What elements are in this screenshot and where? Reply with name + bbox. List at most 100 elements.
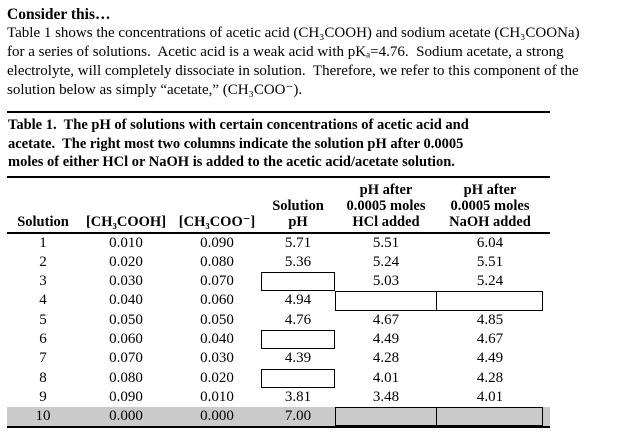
cell-ph-after-hcl (335, 291, 437, 311)
intro-paragraph: Table 1 shows the concentrations of acet… (7, 24, 642, 100)
blank-answer-box (261, 368, 335, 388)
cell-ph-after-hcl: 4.67 (372, 311, 400, 328)
header-ph-after-naoh-line: 0.0005 moles (450, 197, 530, 214)
cell-ch3cooh: 0.010 (109, 234, 143, 251)
cell-ph-after-hcl: 4.28 (372, 350, 400, 367)
cell-ph-after-naoh (437, 291, 543, 311)
cell-ch3coo: 0.090 (200, 234, 234, 251)
header-ph-after-hcl-line: pH after (359, 181, 413, 198)
intro-line: Table 1 shows the concentrations of acet… (7, 25, 580, 41)
header-ph-after-hcl-line: HCl added (352, 213, 420, 230)
cell-solution: 3 (39, 273, 47, 290)
table-row-7: 7 0.070 0.030 4.39 4.28 4.49 (7, 349, 550, 368)
cell-solution-ph (261, 368, 335, 388)
cell-ch3coo: 0.010 (200, 388, 234, 405)
cell-ph-after-naoh (437, 407, 543, 427)
cell-ch3coo: 0.070 (200, 273, 234, 290)
table-1: Table 1. The pH of solutions with certai… (7, 111, 550, 429)
table-row-3: 3 0.030 0.070 5.03 5.24 (7, 272, 550, 292)
blank-answer-box (335, 407, 437, 427)
cell-solution-ph: 5.36 (284, 253, 312, 270)
cell-ph-after-naoh: 5.24 (476, 273, 504, 290)
cell-ph-after-naoh: 6.04 (476, 234, 504, 251)
cell-ch3coo: 0.050 (200, 311, 234, 328)
cell-ph-after-naoh: 4.01 (476, 388, 504, 405)
header-solution-ph-line: Solution (272, 197, 324, 214)
table-row-9: 9 0.090 0.010 3.81 3.48 4.01 (7, 388, 550, 407)
cell-solution: 7 (39, 350, 47, 367)
cell-solution-ph: 7.00 (284, 408, 312, 425)
cell-ch3coo: 0.060 (200, 292, 234, 309)
header-solution-label: Solution (17, 213, 69, 230)
blank-answer-box (261, 272, 335, 292)
cell-ph-after-hcl: 4.01 (372, 369, 400, 386)
table-row-6: 6 0.060 0.040 4.49 4.67 (7, 329, 550, 350)
cell-ph-after-hcl: 3.48 (372, 388, 400, 405)
blank-answer-box (261, 329, 335, 350)
cell-solution: 8 (39, 369, 47, 386)
cell-ph-after-naoh: 4.49 (476, 350, 504, 367)
table-row-8: 8 0.080 0.020 4.01 4.28 (7, 368, 550, 388)
cell-ch3cooh: 0.030 (109, 273, 143, 290)
cell-solution-ph: 4.76 (284, 311, 312, 328)
cell-ch3coo: 0.000 (200, 408, 234, 425)
intro-line: for a series of solutions. Acetic acid i… (7, 44, 564, 60)
page-title: Consider this… (7, 6, 111, 23)
header-ph-after-hcl: pH after 0.0005 moles HCl added (335, 182, 437, 230)
cell-ph-after-hcl: 5.03 (372, 273, 400, 290)
header-ch3cooh-label: [CH₃COOH] (85, 213, 167, 230)
blank-answer-box (437, 407, 543, 427)
table-rule-bottom (7, 426, 550, 429)
intro-line: electrolyte, will completely dissociate … (7, 63, 579, 79)
cell-ph-after-hcl: 5.51 (372, 234, 400, 251)
cell-solution: 4 (39, 292, 47, 309)
header-solution-ph-line: pH (288, 213, 308, 230)
header-ph-after-naoh-line: pH after (463, 181, 517, 198)
table-rule-below-header (7, 231, 550, 234)
cell-ch3cooh: 0.090 (109, 388, 143, 405)
cell-ch3cooh: 0.060 (109, 330, 143, 347)
table-row-5: 5 0.050 0.050 4.76 4.67 4.85 (7, 311, 550, 330)
cell-ph-after-naoh: 5.51 (476, 253, 504, 270)
cell-ch3cooh: 0.020 (109, 253, 143, 270)
table-rule-below-caption (7, 175, 550, 178)
cell-ph-after-naoh: 4.28 (476, 369, 504, 386)
cell-ch3coo: 0.040 (200, 330, 234, 347)
cell-solution: 5 (39, 311, 47, 328)
cell-ch3cooh: 0.040 (109, 292, 143, 309)
table-caption-line: Table 1. The pH of solutions with certai… (8, 117, 469, 133)
cell-ph-after-hcl (335, 407, 437, 427)
blank-answer-box (437, 291, 543, 311)
cell-ch3coo: 0.030 (200, 350, 234, 367)
cell-solution: 6 (39, 330, 47, 347)
cell-solution: 2 (39, 253, 47, 270)
table-body: 1 0.010 0.090 5.71 5.51 6.04 2 0.020 0.0… (7, 234, 550, 427)
header-solution-ph: Solution pH (261, 198, 335, 230)
cell-solution-ph (261, 329, 335, 350)
header-solution: Solution (7, 214, 79, 230)
header-ch3coo: [CH₃COO⁻] (173, 214, 261, 230)
header-ph-after-naoh-line: NaOH added (449, 213, 531, 230)
table-caption-line: moles of either HCl or NaOH is added to … (8, 154, 455, 170)
cell-solution-ph: 3.81 (284, 388, 312, 405)
cell-ch3cooh: 0.080 (109, 369, 143, 386)
cell-ph-after-naoh: 4.85 (476, 311, 504, 328)
cell-solution-ph: 5.71 (284, 234, 312, 251)
cell-solution: 10 (35, 408, 51, 425)
table-caption-line: acetate. The right most two columns indi… (8, 135, 464, 152)
intro-line: solution below as simply “acetate,” (CH₃… (7, 82, 303, 98)
cell-ph-after-hcl: 5.24 (372, 253, 400, 270)
header-ch3coo-label: [CH₃COO⁻] (178, 213, 256, 230)
table-caption: Table 1. The pH of solutions with certai… (7, 113, 550, 176)
header-ph-after-naoh: pH after 0.0005 moles NaOH added (437, 182, 543, 230)
cell-ch3cooh: 0.070 (109, 350, 143, 367)
header-ch3cooh: [CH₃COOH] (79, 214, 173, 230)
table-rule-top (7, 111, 550, 113)
table-row-4: 4 0.040 0.060 4.94 (7, 291, 550, 311)
cell-ch3coo: 0.020 (200, 369, 234, 386)
table-row-10-highlighted: 10 0.000 0.000 7.00 (7, 407, 550, 427)
header-ph-after-hcl-line: 0.0005 moles (346, 197, 426, 214)
blank-answer-box (335, 291, 437, 311)
cell-ch3cooh: 0.000 (109, 408, 143, 425)
